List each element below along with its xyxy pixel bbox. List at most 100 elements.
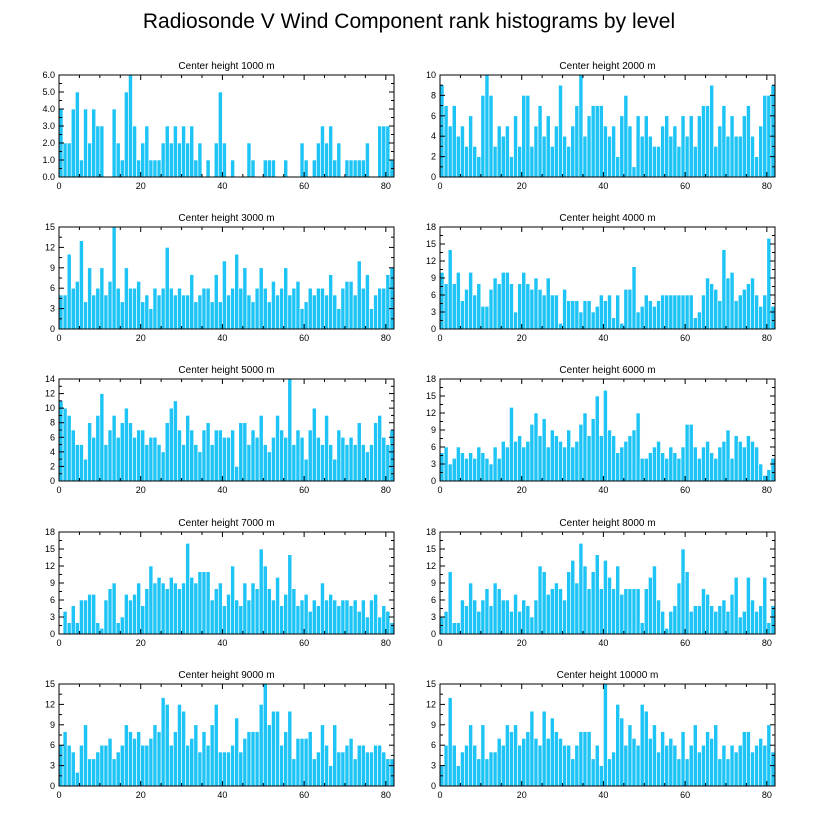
bar bbox=[242, 582, 248, 635]
bar bbox=[468, 272, 473, 330]
bar bbox=[578, 74, 584, 178]
bar bbox=[746, 731, 751, 787]
bar bbox=[332, 599, 338, 635]
bar bbox=[570, 125, 576, 178]
y-tick-label: 3 bbox=[431, 612, 436, 622]
bar bbox=[623, 744, 629, 787]
bar bbox=[770, 751, 776, 787]
bar bbox=[111, 108, 117, 178]
bar bbox=[550, 717, 555, 787]
y-tick-label: 12 bbox=[426, 256, 436, 266]
bar bbox=[460, 125, 465, 178]
x-tick-label: 60 bbox=[680, 638, 690, 648]
bar bbox=[513, 441, 518, 482]
bar bbox=[562, 135, 567, 178]
bar bbox=[500, 272, 506, 330]
bar bbox=[271, 710, 276, 787]
bar bbox=[262, 287, 268, 330]
bar bbox=[164, 588, 170, 635]
bar bbox=[566, 744, 571, 787]
bar bbox=[541, 135, 547, 178]
bar bbox=[643, 294, 649, 330]
bar bbox=[566, 300, 571, 330]
bar bbox=[185, 744, 190, 787]
bar bbox=[258, 267, 264, 330]
bar bbox=[107, 429, 113, 482]
bar bbox=[246, 444, 252, 482]
bar bbox=[348, 436, 354, 482]
y-tick-label: 15 bbox=[426, 391, 436, 401]
y-tick-label: 6 bbox=[431, 595, 436, 605]
bar bbox=[373, 594, 378, 635]
bar bbox=[254, 731, 260, 787]
bar bbox=[283, 436, 289, 482]
bar bbox=[365, 451, 370, 482]
bar bbox=[586, 588, 592, 635]
bar bbox=[476, 446, 482, 482]
bar bbox=[537, 744, 543, 787]
bar bbox=[140, 142, 146, 178]
bar bbox=[250, 301, 256, 330]
bar bbox=[697, 458, 702, 482]
bar bbox=[311, 159, 317, 178]
bar bbox=[717, 605, 723, 635]
bar bbox=[344, 159, 350, 178]
bar bbox=[578, 731, 584, 787]
bar bbox=[348, 281, 354, 330]
bar bbox=[70, 605, 76, 635]
bar bbox=[709, 283, 714, 330]
bar bbox=[762, 95, 768, 178]
bar bbox=[136, 281, 141, 330]
bar bbox=[356, 744, 362, 787]
bar bbox=[193, 301, 199, 330]
bar bbox=[250, 731, 256, 787]
bar bbox=[234, 466, 240, 482]
y-tick-label: 0 bbox=[50, 781, 55, 791]
x-tick-label: 80 bbox=[762, 333, 772, 343]
bars bbox=[439, 238, 776, 330]
bar bbox=[692, 446, 698, 482]
bar bbox=[128, 422, 133, 482]
bar bbox=[344, 744, 350, 787]
bar bbox=[439, 452, 445, 482]
y-tick-label: 14 bbox=[45, 374, 55, 384]
bar bbox=[737, 135, 743, 178]
bar bbox=[742, 115, 747, 178]
bar bbox=[480, 306, 486, 330]
bar bbox=[660, 125, 665, 178]
bar bbox=[291, 444, 297, 482]
bar bbox=[742, 611, 747, 635]
bar bbox=[472, 599, 478, 635]
bar bbox=[648, 577, 653, 635]
bar bbox=[377, 616, 382, 635]
bar bbox=[484, 458, 490, 482]
bar bbox=[509, 407, 514, 482]
bar bbox=[541, 418, 547, 482]
bar bbox=[492, 146, 498, 178]
bar bbox=[128, 287, 133, 330]
x-tick-label: 20 bbox=[136, 790, 146, 800]
bar bbox=[525, 95, 531, 178]
bar bbox=[189, 125, 195, 178]
bar bbox=[627, 125, 633, 178]
bar bbox=[173, 731, 178, 787]
bar bbox=[664, 294, 670, 330]
bar bbox=[460, 452, 465, 482]
y-tick-label: 0 bbox=[50, 476, 55, 486]
y-tick-label: 6 bbox=[431, 111, 436, 121]
bar bbox=[742, 289, 747, 330]
bar bbox=[295, 281, 301, 330]
bar bbox=[340, 436, 346, 482]
bar bbox=[615, 704, 621, 787]
bar bbox=[250, 429, 256, 482]
bar bbox=[672, 294, 678, 330]
bar bbox=[75, 772, 80, 787]
y-tick-label: 6 bbox=[431, 290, 436, 300]
bar bbox=[464, 458, 469, 482]
bar bbox=[701, 105, 706, 178]
bar bbox=[558, 323, 563, 330]
bar bbox=[205, 571, 211, 635]
bar bbox=[656, 146, 661, 178]
bar bbox=[643, 458, 649, 482]
bar bbox=[480, 452, 486, 482]
